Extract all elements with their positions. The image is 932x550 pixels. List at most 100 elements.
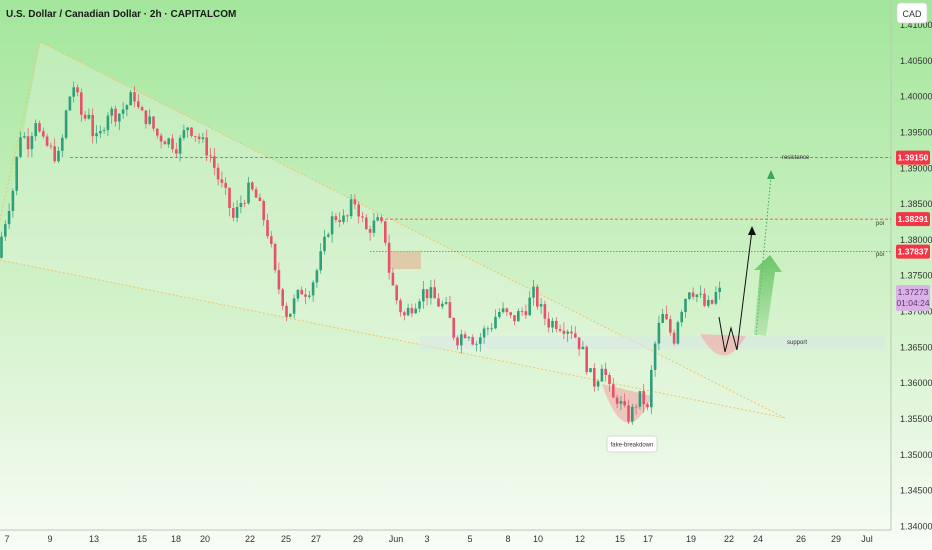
bull-candle	[490, 328, 493, 330]
bear-candle	[80, 92, 83, 115]
bull-candle	[327, 234, 330, 237]
y-tick-label: 1.40000	[900, 92, 932, 102]
bear-candle	[577, 337, 581, 350]
bear-candle	[254, 189, 258, 198]
candles	[0, 81, 721, 425]
bull-candle	[479, 337, 482, 344]
bull-candle	[68, 96, 72, 111]
price-axis: 1.41000 1.40500 1.40000 1.39500 1.39000 1.385…	[900, 20, 932, 531]
bear-candle	[357, 204, 360, 217]
price-badge-poi-lower-box	[896, 244, 930, 259]
bull-candle	[688, 292, 691, 299]
bull-candle	[631, 406, 634, 422]
bull-candle	[30, 136, 34, 150]
x-tick-label: 7	[4, 534, 9, 544]
bear-candle	[285, 305, 288, 317]
bull-candle	[494, 316, 497, 329]
bull-candle	[129, 92, 132, 106]
bull-candle	[650, 369, 653, 408]
x-tick-label: 18	[171, 534, 181, 544]
bull-candle	[653, 343, 657, 370]
y-tick-label: 1.36500	[900, 342, 932, 352]
bear-candle	[353, 199, 357, 205]
bull-candle	[110, 108, 113, 116]
bull-candle	[106, 115, 110, 131]
bear-candle	[243, 203, 246, 204]
bull-candle	[167, 138, 170, 145]
bear-candle	[380, 217, 383, 222]
bear-candle	[83, 114, 87, 119]
wedge-left-line	[0, 41, 41, 221]
bull-candle	[680, 312, 683, 323]
bull-candle	[64, 110, 68, 138]
x-tick-label: Jul	[861, 534, 873, 544]
bear-candle	[281, 289, 284, 306]
bear-candle	[448, 302, 452, 318]
x-tick-label: 25	[281, 534, 291, 544]
x-tick-label: 20	[200, 534, 210, 544]
currency-button-label[interactable]: CAD	[902, 9, 922, 19]
bull-candle	[319, 251, 322, 271]
bull-candle	[539, 304, 543, 307]
bear-candle	[114, 108, 117, 122]
price-badge-poi-upper: 1.38291	[896, 212, 930, 227]
bear-candle	[536, 286, 539, 307]
y-tick-label: 1.34500	[900, 486, 932, 496]
bear-candle	[570, 331, 573, 334]
bull-candle	[441, 303, 444, 307]
bull-candle	[311, 282, 315, 296]
bull-candle	[125, 105, 129, 110]
x-tick-label: 5	[467, 534, 472, 544]
currency-button[interactable]: CAD	[896, 2, 928, 24]
x-tick-label: 29	[831, 534, 841, 544]
x-tick-label: 27	[311, 534, 321, 544]
bear-candle	[543, 304, 547, 319]
bear-candle	[38, 123, 41, 132]
bull-candle	[532, 286, 535, 298]
current-price-badge: 1.37273 01:04:24	[896, 285, 930, 311]
bull-candle	[475, 343, 478, 345]
price-badge-poi-upper-box	[896, 212, 930, 227]
x-tick-label: 22	[245, 534, 255, 544]
bear-candle	[91, 114, 94, 137]
x-tick-label: 22	[724, 534, 734, 544]
price-badge-poi-upper-label: 1.38291	[898, 214, 929, 224]
bear-candle	[251, 182, 254, 190]
bear-candle	[387, 242, 391, 273]
price-badge-resistance: 1.39150	[896, 150, 930, 165]
bull-candle	[201, 137, 205, 140]
bear-candle	[395, 285, 398, 301]
bull-candle	[418, 301, 421, 309]
bull-candle	[7, 211, 11, 225]
bear-candle	[140, 107, 144, 111]
bull-candle	[600, 368, 604, 382]
wedge-lower-line	[0, 259, 786, 419]
bull-candle	[482, 328, 486, 338]
resistance-annotation: resistance	[782, 155, 810, 161]
bull-candle	[182, 130, 186, 138]
bear-candle	[384, 221, 387, 243]
bull-candle	[372, 220, 376, 233]
bear-candle	[346, 215, 349, 217]
y-tick-label: 1.35000	[900, 450, 932, 460]
bull-candle	[684, 299, 687, 312]
bear-candle	[710, 300, 714, 304]
bear-candle	[42, 131, 45, 137]
bear-candle	[456, 337, 459, 346]
bear-candle	[194, 136, 197, 137]
bear-candle	[220, 179, 224, 183]
bull-candle	[178, 137, 182, 154]
bear-candle	[433, 287, 436, 299]
bull-candle	[0, 236, 3, 258]
bear-candle	[425, 289, 429, 299]
bull-candle	[714, 292, 718, 304]
bear-candle	[270, 236, 273, 244]
bull-candle	[661, 314, 664, 323]
bear-candle	[646, 404, 649, 408]
bear-candle	[338, 220, 341, 222]
fake-breakdown-label: fake-breakdown	[606, 435, 658, 453]
y-tick-label: 1.35500	[900, 414, 932, 424]
currency-button-box[interactable]	[896, 2, 928, 24]
